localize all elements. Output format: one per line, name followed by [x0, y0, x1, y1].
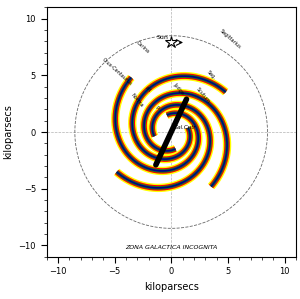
Text: Sagittarius: Sagittarius: [218, 28, 242, 50]
Text: p: p: [155, 104, 161, 110]
Text: Judge: Judge: [173, 82, 185, 96]
Text: Scutum: Scutum: [195, 87, 211, 105]
Text: Sag.: Sag.: [205, 70, 216, 81]
Y-axis label: kiloparsecs: kiloparsecs: [3, 105, 13, 159]
Text: ait: ait: [145, 85, 152, 93]
Text: Norma: Norma: [130, 92, 144, 108]
Text: Gal.Cntr: Gal.Cntr: [173, 125, 196, 130]
Text: Sun: Sun: [157, 35, 168, 40]
Text: Crux-Centaurus: Crux-Centaurus: [101, 57, 133, 87]
Text: ZONA GALACTICA INCOGNITA: ZONA GALACTICA INCOGNITA: [125, 245, 217, 250]
Text: Carina: Carina: [135, 40, 151, 54]
X-axis label: kiloparsecs: kiloparsecs: [144, 282, 199, 292]
